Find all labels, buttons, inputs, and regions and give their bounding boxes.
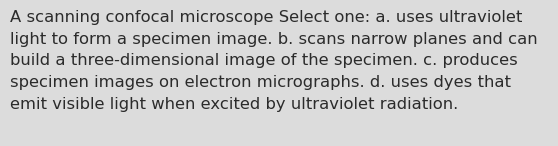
Text: A scanning confocal microscope Select one: a. uses ultraviolet
light to form a s: A scanning confocal microscope Select on… [10, 10, 538, 112]
